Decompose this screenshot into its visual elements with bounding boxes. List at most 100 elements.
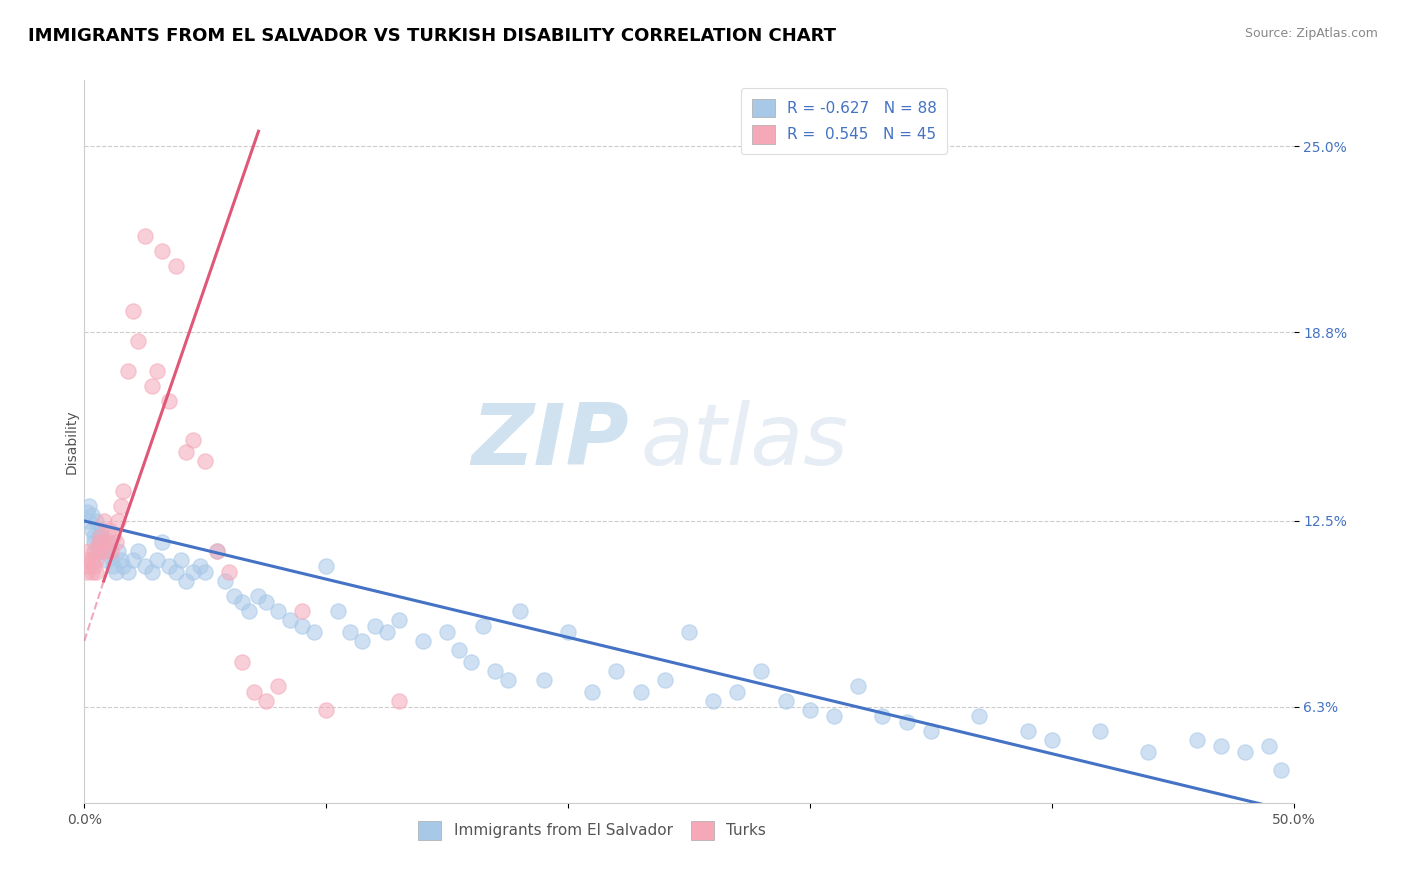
Point <box>920 723 942 738</box>
Point <box>86 544 108 558</box>
Point <box>94 553 117 567</box>
Point <box>654 673 676 687</box>
Point <box>751 664 773 678</box>
Point <box>231 595 253 609</box>
Point <box>76 505 98 519</box>
Point <box>80 508 103 522</box>
Point <box>86 514 108 528</box>
Point <box>174 574 197 588</box>
Point <box>291 619 314 633</box>
Text: Source: ZipAtlas.com: Source: ZipAtlas.com <box>1244 27 1378 40</box>
Point <box>725 685 748 699</box>
Point <box>557 624 579 639</box>
Point <box>134 558 156 573</box>
Point <box>267 604 290 618</box>
Point <box>1017 723 1039 738</box>
Point <box>121 553 143 567</box>
Point <box>207 544 229 558</box>
Point <box>97 535 120 549</box>
Point <box>678 624 700 639</box>
Point <box>94 535 117 549</box>
Point <box>110 499 132 513</box>
Point <box>181 433 204 447</box>
Text: IMMIGRANTS FROM EL SALVADOR VS TURKISH DISABILITY CORRELATION CHART: IMMIGRANTS FROM EL SALVADOR VS TURKISH D… <box>28 27 837 45</box>
Point <box>1185 732 1208 747</box>
Point <box>87 535 110 549</box>
Point <box>77 544 100 558</box>
Point <box>388 613 411 627</box>
Point <box>87 529 110 543</box>
Point <box>472 619 495 633</box>
Point <box>93 544 115 558</box>
Point <box>107 514 129 528</box>
Point <box>83 529 105 543</box>
Point <box>509 604 531 618</box>
Point <box>83 558 105 573</box>
Legend: Immigrants from El Salvador, Turks: Immigrants from El Salvador, Turks <box>412 815 772 846</box>
Point <box>100 544 122 558</box>
Y-axis label: Disability: Disability <box>65 409 79 474</box>
Point <box>146 364 169 378</box>
Point <box>103 558 125 573</box>
Point <box>533 673 555 687</box>
Point <box>194 565 217 579</box>
Point <box>352 634 374 648</box>
Point <box>90 535 112 549</box>
Point <box>254 694 277 708</box>
Point <box>121 304 143 318</box>
Point <box>103 529 125 543</box>
Point <box>80 565 103 579</box>
Point <box>242 685 264 699</box>
Point <box>799 703 821 717</box>
Point <box>484 664 506 678</box>
Point <box>967 709 990 723</box>
Point <box>127 334 149 348</box>
Point <box>339 624 361 639</box>
Point <box>117 364 139 378</box>
Point <box>775 694 797 708</box>
Point <box>247 589 270 603</box>
Point <box>1137 745 1160 759</box>
Point <box>412 634 434 648</box>
Point <box>100 549 122 564</box>
Point <box>141 565 163 579</box>
Point <box>110 553 132 567</box>
Point <box>104 565 127 579</box>
Point <box>112 483 135 498</box>
Point <box>291 604 314 618</box>
Text: ZIP: ZIP <box>471 400 628 483</box>
Point <box>76 565 98 579</box>
Point <box>87 535 110 549</box>
Point <box>146 553 169 567</box>
Point <box>165 259 187 273</box>
Point <box>157 558 180 573</box>
Point <box>896 714 918 729</box>
Point <box>1040 732 1063 747</box>
Point <box>1234 745 1257 759</box>
Point <box>165 565 187 579</box>
Point <box>117 565 139 579</box>
Point <box>214 574 236 588</box>
Point <box>436 624 458 639</box>
Point <box>496 673 519 687</box>
Point <box>267 679 290 693</box>
Point <box>190 558 212 573</box>
Point <box>388 694 411 708</box>
Point <box>315 558 337 573</box>
Point <box>846 679 869 693</box>
Point <box>150 244 173 259</box>
Point <box>134 229 156 244</box>
Point <box>86 553 108 567</box>
Point <box>80 523 103 537</box>
Point <box>605 664 627 678</box>
Point <box>302 624 325 639</box>
Point <box>90 523 112 537</box>
Point <box>224 589 246 603</box>
Point <box>278 613 301 627</box>
Point <box>581 685 603 699</box>
Point <box>630 685 652 699</box>
Point <box>1088 723 1111 738</box>
Point <box>86 565 108 579</box>
Point <box>1270 763 1292 777</box>
Point <box>77 558 100 573</box>
